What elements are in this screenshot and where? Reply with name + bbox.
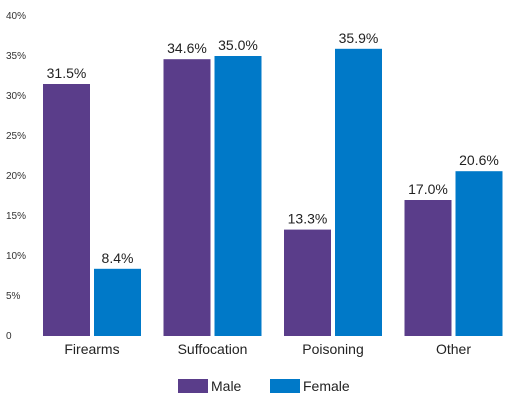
legend-label-male: Male bbox=[211, 378, 242, 394]
data-label: 8.4% bbox=[102, 250, 134, 266]
bar-male-firearms bbox=[43, 84, 90, 336]
y-tick-label: 35% bbox=[6, 51, 26, 62]
x-tick-label: Poisoning bbox=[302, 341, 364, 357]
data-label: 13.3% bbox=[288, 211, 328, 227]
x-tick-label: Suffocation bbox=[178, 341, 248, 357]
data-label: 17.0% bbox=[408, 181, 448, 197]
bar-male-suffocation bbox=[163, 59, 211, 336]
data-label: 35.9% bbox=[339, 30, 379, 46]
y-tick-label: 10% bbox=[6, 251, 26, 262]
x-tick-label: Other bbox=[436, 341, 471, 357]
legend-label-female: Female bbox=[303, 378, 350, 394]
y-tick-label: 5% bbox=[6, 291, 21, 302]
y-tick-label: 15% bbox=[6, 211, 26, 222]
bar-female-poisoning bbox=[335, 48, 382, 337]
y-axis: 0 5% 10% 15% 20% 25% 30% 35% 40% bbox=[6, 11, 26, 342]
bar-male-poisoning bbox=[284, 229, 331, 336]
y-tick-label: 0 bbox=[6, 331, 12, 342]
y-tick-label: 40% bbox=[6, 11, 26, 22]
data-label: 34.6% bbox=[167, 40, 207, 56]
bars: 31.5% 8.4% 34.6% 35.0% 13.3% 35.9% 17.0% 20.6% bbox=[43, 30, 503, 337]
legend-swatch-female bbox=[270, 379, 300, 393]
x-tick-label: Firearms bbox=[64, 341, 119, 357]
y-tick-label: 25% bbox=[6, 131, 26, 142]
data-label: 20.6% bbox=[459, 152, 499, 168]
bar-female-other bbox=[455, 171, 503, 336]
data-label: 35.0% bbox=[218, 37, 258, 53]
legend: Male Female bbox=[178, 378, 350, 394]
bar-female-firearms bbox=[94, 268, 141, 336]
bar-male-other bbox=[404, 200, 452, 336]
y-tick-label: 30% bbox=[6, 91, 26, 102]
legend-swatch-male bbox=[178, 379, 208, 393]
x-axis: Firearms Suffocation Poisoning Other bbox=[64, 341, 471, 357]
data-label: 31.5% bbox=[47, 65, 87, 81]
y-tick-label: 20% bbox=[6, 171, 26, 182]
bar-female-suffocation bbox=[214, 56, 262, 336]
